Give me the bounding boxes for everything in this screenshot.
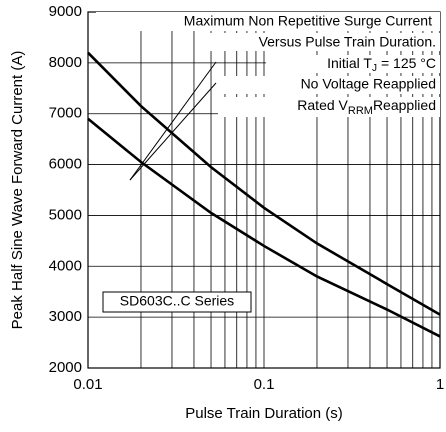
y-tick-label: 5000	[49, 206, 82, 223]
y-tick-label: 7000	[49, 105, 82, 122]
series-line	[87, 117, 441, 338]
annotation: Rated V	[297, 97, 348, 113]
annotation: Reapplied	[373, 97, 436, 113]
annotation: Versus Pulse Train Duration.	[259, 34, 436, 50]
annotation-box	[205, 33, 440, 51]
y-tick-label: 6000	[49, 156, 82, 173]
x-tick-label: 0.1	[254, 376, 275, 393]
leader-line	[129, 61, 217, 181]
annotation-box	[218, 97, 440, 117]
annotation: RRM	[348, 105, 373, 117]
y-axis-title: Peak Half Sine Wave Forward Current (A)	[9, 51, 26, 330]
y-tick-label: 9000	[49, 3, 82, 20]
y-tick-label: 8000	[49, 54, 82, 71]
annotation: Initial T	[327, 55, 372, 71]
annotation: = 125 °C	[381, 55, 436, 71]
x-axis-title: Pulse Train Duration (s)	[185, 405, 343, 422]
annotation-box	[218, 76, 440, 94]
y-tick-label: 3000	[49, 308, 82, 325]
annotation: J	[372, 63, 377, 74]
y-tick-label: 2000	[49, 359, 82, 376]
y-tick-label: 4000	[49, 257, 82, 274]
series-line	[87, 51, 441, 316]
annotation: Maximum Non Repetitive Surge Current	[184, 13, 432, 29]
title-box	[96, 12, 440, 31]
annotation: SD603C..C Series	[120, 293, 234, 309]
annotation: Initial TJ = 125 °C	[327, 55, 436, 74]
series-label: No Voltage Reapplied	[301, 76, 436, 92]
series-label: Rated VRRMReapplied	[297, 97, 436, 117]
x-tick-label: 1	[436, 376, 444, 393]
x-tick-label: 0.01	[73, 376, 102, 393]
series-box	[102, 291, 252, 313]
annotation-box	[266, 55, 440, 73]
leader-line	[129, 82, 217, 181]
